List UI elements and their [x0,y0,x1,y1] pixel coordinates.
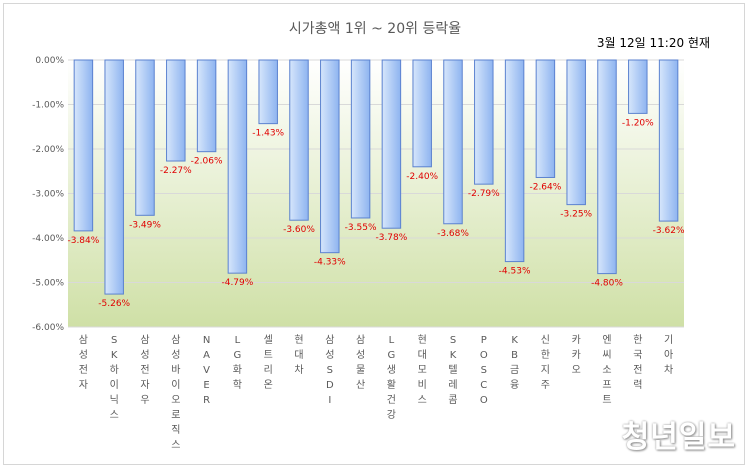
bar [196,59,217,153]
data-label: -3.68% [437,229,469,239]
bar [658,59,679,222]
data-labels: -3.84% -5.26% -3.49% -2.27%-2.06% -4.79% -1.4… [67,118,684,309]
data-label: -3.49% [129,220,161,230]
bar [412,59,432,168]
bar [350,59,371,219]
y-tick-label: 0.00% [35,56,64,66]
bar [289,59,309,221]
y-axis-tick-labels: 0.00% -1.00% -2.00% -3.00% -4.00% -5.00% -6.00… [32,56,64,333]
data-label: -2.64% [529,182,561,192]
bar [73,59,94,232]
data-label: -5.26% [98,299,130,309]
y-tick-label: -1.00% [32,101,64,111]
data-label: -2.06% [191,157,223,167]
y-tick-label: -3.00% [32,190,64,200]
bar [628,59,648,114]
data-label: -2.79% [468,189,500,199]
bar [258,59,278,125]
bar [381,59,402,229]
data-label: -4.53% [499,267,531,277]
data-label: -1.43% [252,129,284,139]
x-axis-category-labels: 삼 성 전 자 S K 하 이 닉 스 삼 성 전 자 우 삼 성 바 이 오 로 직 스 N A V E R L G 화 학 셀 트 리 온 현 대 차 삼… [79,334,673,451]
data-label: -3.84% [67,236,99,246]
bar [166,59,186,162]
data-label: -4.80% [591,279,623,289]
bar [566,59,586,206]
data-label: -4.33% [314,258,346,268]
y-tick-label: -4.00% [32,234,64,244]
data-label: -3.62% [653,226,685,236]
y-tick-label: -5.00% [32,279,64,289]
bar [227,59,248,274]
bar [135,59,155,216]
data-label: -4.79% [221,278,253,288]
bar [474,59,494,185]
chart-subtitle: 3월 12일 11:20 현재 [596,36,710,50]
bar [504,59,525,263]
data-label: -2.27% [160,166,192,176]
bar [320,59,340,254]
data-label: -3.78% [375,233,407,243]
data-label: -3.25% [560,210,592,220]
data-label: -2.40% [406,172,438,182]
data-label: -3.55% [345,223,377,233]
watermark-logo: 청년일보 [621,420,736,455]
chart-frame [3,3,745,465]
bar [443,59,463,225]
data-label: -1.20% [622,118,654,128]
bar [535,59,556,178]
y-tick-label: -2.00% [32,145,64,155]
bars [73,59,679,295]
y-tick-label: -6.00% [32,323,64,333]
bar [104,59,124,295]
data-label: -3.60% [283,225,315,235]
chart-title: 시가총액 1위 ~ 20위 등락율 [288,21,462,37]
bar [597,59,617,275]
